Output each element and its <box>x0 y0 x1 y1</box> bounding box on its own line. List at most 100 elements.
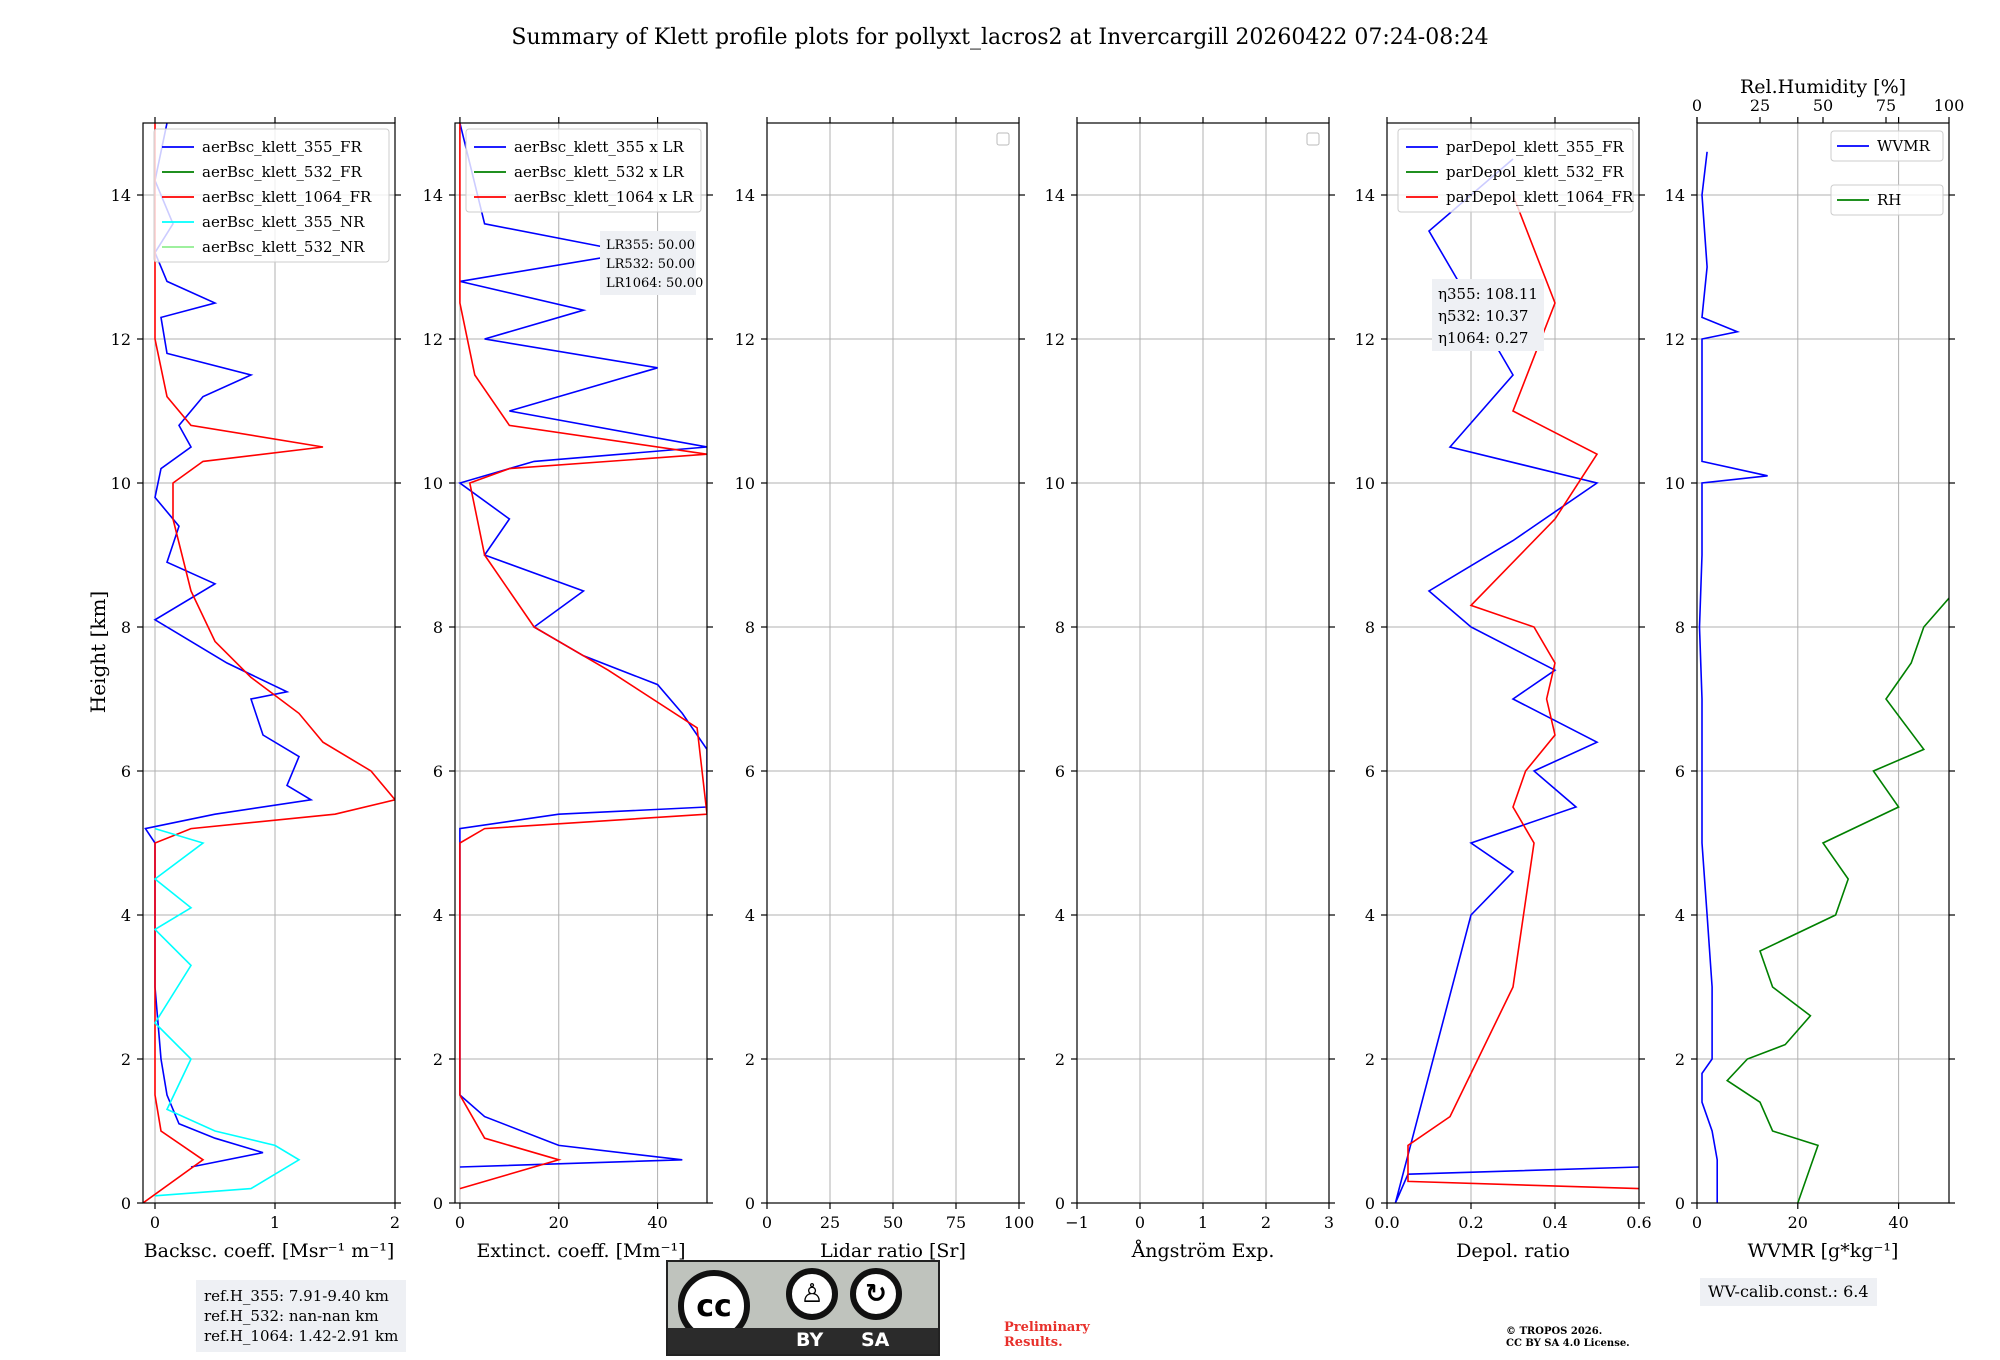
x-axis-label: Lidar ratio [Sr] <box>820 1240 966 1262</box>
x-tick-label: 75 <box>946 1213 966 1232</box>
top-x-tick-label: 75 <box>1876 96 1896 115</box>
y-tick-label: 4 <box>1055 906 1065 925</box>
y-tick-label: 8 <box>745 618 755 637</box>
x-axis-label: Extinct. coeff. [Mm⁻¹] <box>476 1240 685 1262</box>
top-x-tick-label: 100 <box>1934 96 1965 115</box>
x-tick-label: 0.0 <box>1374 1213 1399 1232</box>
legend-entry: aerBsc_klett_355 x LR <box>514 138 685 156</box>
reference-height-box: ref.H_355: 7.91-9.40 km ref.H_532: nan-n… <box>196 1280 407 1352</box>
y-tick-label: 10 <box>423 474 443 493</box>
panel-ext: 0 20 40 0 2 4 6 8 10 12 14 Extinct. coeff. [Mm⁻¹] ae… <box>423 117 713 1262</box>
series-line-aerBsc_klett_355_NR <box>153 827 301 1197</box>
y-tick-label: 10 <box>1045 474 1065 493</box>
legend-entry: aerBsc_klett_532 x LR <box>514 163 685 181</box>
cc-by-sa-badge: cc ♙ ↻ BY SA <box>666 1260 940 1356</box>
y-tick-label: 8 <box>433 618 443 637</box>
y-tick-label: 0 <box>121 1194 131 1213</box>
preliminary-line-2: Results. <box>1004 1335 1063 1350</box>
x-tick-label: 0 <box>1692 1213 1702 1232</box>
empty-legend-box <box>1306 132 1320 146</box>
x-tick-label: 100 <box>1004 1213 1035 1232</box>
y-tick-label: 0 <box>745 1194 755 1213</box>
y-tick-label: 6 <box>121 762 131 781</box>
axes-frame <box>142 122 396 1204</box>
eta-label: η355: 108.11 <box>1438 285 1538 303</box>
y-tick-label: 0 <box>1055 1194 1065 1213</box>
x-tick-label: 2 <box>1261 1213 1271 1232</box>
legend-entry: parDepol_klett_355_FR <box>1446 138 1624 156</box>
series-line-RH <box>1725 597 1949 1203</box>
x-tick-label: 0.4 <box>1542 1213 1567 1232</box>
eta-box <box>1432 279 1544 351</box>
x-tick-label: 2 <box>390 1213 400 1232</box>
legend-entry: aerBsc_klett_532_FR <box>202 163 362 181</box>
y-tick-label: 12 <box>1045 330 1065 349</box>
y-tick-label: 10 <box>735 474 755 493</box>
x-tick-label: 0 <box>1135 1213 1145 1232</box>
series-line-parDepol_klett_1064_FR <box>1407 194 1639 1190</box>
y-tick-label: 6 <box>433 762 443 781</box>
y-tick-label: 10 <box>111 474 131 493</box>
legend-entry: WVMR <box>1877 137 1931 155</box>
lidar-ratio-label: LR355: 50.00 <box>606 238 695 253</box>
eta-label: η532: 10.37 <box>1438 307 1528 325</box>
y-tick-label: 6 <box>1365 762 1375 781</box>
eta-label: η1064: 0.27 <box>1438 329 1528 347</box>
x-tick-label: 1 <box>270 1213 280 1232</box>
ref-height-1064: ref.H_1064: 1.42-2.91 km <box>204 1327 399 1345</box>
figure-title: Summary of Klett profile plots for polly… <box>511 25 1488 50</box>
lidar-ratio-box <box>600 231 696 295</box>
series-line-parDepol_klett_355_FR <box>1394 158 1639 1203</box>
y-tick-label: 4 <box>1675 906 1685 925</box>
x-tick-label: −1 <box>1065 1213 1089 1232</box>
y-tick-label: 2 <box>121 1050 131 1069</box>
x-tick-label: 0 <box>762 1213 772 1232</box>
y-tick-label: 12 <box>1355 330 1375 349</box>
top-x-tick-label: 25 <box>1750 96 1770 115</box>
license-sa-label: SA <box>861 1329 890 1351</box>
y-tick-label: 0 <box>1675 1194 1685 1213</box>
preliminary-note: Preliminary Results. <box>1004 1320 1090 1350</box>
y-tick-label: 2 <box>1055 1050 1065 1069</box>
legend-box <box>1830 130 1944 162</box>
legend-entry: aerBsc_klett_1064_FR <box>202 188 372 206</box>
y-tick-label: 14 <box>111 186 131 205</box>
legend-entry: aerBsc_klett_355_FR <box>202 138 362 156</box>
y-tick-label: 12 <box>423 330 443 349</box>
y-tick-label: 12 <box>1665 330 1685 349</box>
y-tick-label: 0 <box>433 1194 443 1213</box>
y-tick-label: 0 <box>1365 1194 1375 1213</box>
preliminary-line-1: Preliminary <box>1004 1320 1090 1335</box>
axes-frame <box>454 122 708 1204</box>
x-tick-label: 1 <box>1198 1213 1208 1232</box>
top-x-tick-label: 50 <box>1813 96 1833 115</box>
x-tick-label: 50 <box>883 1213 903 1232</box>
ref-height-532: ref.H_532: nan-nan km <box>204 1307 379 1325</box>
x-tick-label: 0.2 <box>1458 1213 1483 1232</box>
legend-entry: parDepol_klett_1064_FR <box>1446 188 1634 206</box>
y-tick-label: 2 <box>433 1050 443 1069</box>
y-tick-label: 2 <box>1365 1050 1375 1069</box>
legend-box <box>153 128 390 263</box>
y-tick-label: 14 <box>423 186 443 205</box>
legend-entry: RH <box>1877 191 1901 209</box>
y-tick-label: 4 <box>121 906 131 925</box>
y-tick-label: 14 <box>1355 186 1375 205</box>
license-by-label: BY <box>796 1329 824 1351</box>
legend-box <box>465 128 702 213</box>
copyright-note: © TROPOS 2026. CC BY SA 4.0 License. <box>1506 1326 1630 1350</box>
x-tick-label: 3 <box>1324 1213 1334 1232</box>
x-tick-label: 25 <box>820 1213 840 1232</box>
x-axis-label: Backsc. coeff. [Msr⁻¹ m⁻¹] <box>144 1240 395 1262</box>
y-tick-label: 4 <box>1365 906 1375 925</box>
wv-calibration-box: WV-calib.const.: 6.4 <box>1700 1278 1877 1306</box>
x-tick-label: 0 <box>455 1213 465 1232</box>
ref-height-355: ref.H_355: 7.91-9.40 km <box>204 1287 389 1305</box>
license-band <box>668 1328 938 1354</box>
x-axis-label: Ångström Exp. <box>1131 1240 1275 1262</box>
series-line-aerBsc_klett_1064_FR <box>143 123 395 1203</box>
panel-lr: 0 25 50 75 100 0 2 4 6 8 10 12 14 Lidar ratio [Sr] <box>735 117 1035 1262</box>
share-alike-icon: ↻ <box>850 1268 902 1320</box>
